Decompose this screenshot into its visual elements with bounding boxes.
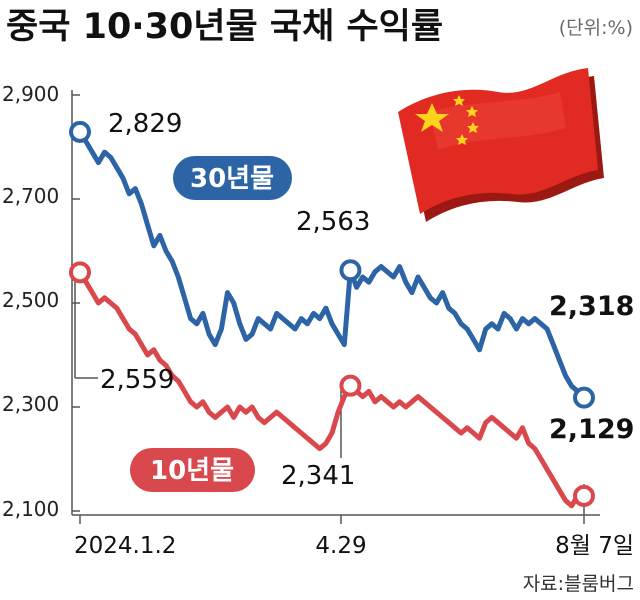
source-note: 자료:블룸버그 — [523, 573, 634, 595]
value-label-30y-mid: 2,563 — [296, 207, 370, 237]
value-label-30y-start: 2,829 — [108, 109, 182, 139]
y-tick-label: 2,500 — [2, 288, 59, 312]
series-line-30y — [77, 129, 587, 401]
flag-star-large — [415, 103, 449, 132]
x-tick-label: 2024.1.2 — [74, 533, 176, 559]
flag-star-small — [453, 95, 465, 106]
flag-star-small — [466, 106, 478, 117]
point-marker-10y-end — [573, 484, 595, 507]
china-flag-icon — [398, 68, 604, 222]
y-tick-label: 2,300 — [2, 392, 59, 416]
flag-star-small — [467, 122, 479, 133]
point-marker-30y-mid — [339, 259, 362, 282]
point-marker-30y-start — [69, 120, 91, 143]
y-tick-label: 2,100 — [2, 497, 59, 521]
flag-cloth — [398, 68, 598, 214]
value-label-10y-start: 2,559 — [100, 365, 174, 395]
value-label-10y-mid: 2,341 — [281, 461, 355, 491]
legend-badge-10y — [130, 448, 255, 492]
y-tick-label: 2,700 — [2, 184, 59, 208]
value-label-10y-end: 2,129 — [549, 414, 634, 445]
point-marker-10y-start — [69, 261, 91, 284]
y-tick-label: 2,900 — [2, 82, 59, 106]
flag-star-small — [456, 134, 468, 145]
legend-label-30y: 30년물 — [190, 164, 274, 194]
legend-badge-30y — [173, 156, 292, 200]
value-label-30y-end: 2,318 — [549, 291, 634, 322]
chart-title: 중국 10·30년물 국채 수익률 — [6, 7, 443, 47]
x-tick-label: 8월 7일 — [555, 533, 634, 559]
point-marker-10y-mid — [339, 374, 362, 397]
series-line-10y — [77, 269, 587, 509]
legend-label-10y: 10년물 — [150, 456, 234, 486]
point-marker-30y-end — [573, 386, 595, 409]
x-tick-label: 4.29 — [315, 533, 366, 559]
unit-label: (단위:%) — [559, 17, 633, 39]
